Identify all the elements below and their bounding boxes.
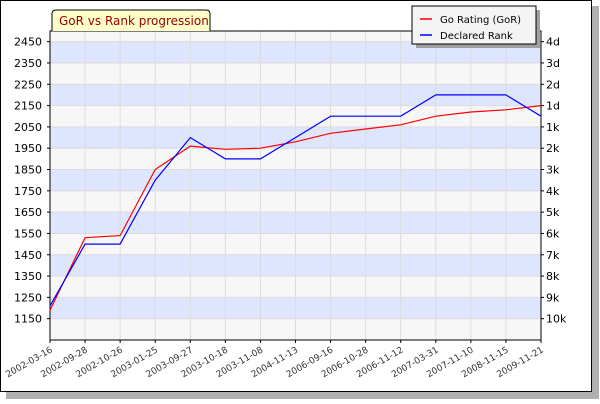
- y-right-tick-label: 2k: [546, 142, 560, 155]
- grid-lines: [49, 30, 542, 341]
- y-right-tick-label: 7k: [546, 249, 560, 262]
- y-left-tick-label: 2250: [14, 78, 42, 91]
- y-right-tick-label: 3k: [546, 164, 560, 177]
- y-left-tick-label: 2450: [14, 36, 42, 49]
- y-axis-left: 1150 1250 1350 1450 1550 1650 1750 1850 1950 2050…: [14, 36, 50, 326]
- title-tab-background: [51, 9, 211, 31]
- y-axis-right: 4d 3d 2d 1d 1k 2k 3k 4k 5k 6k 7k 8k 9k 10k: [541, 36, 567, 326]
- y-right-tick-label: 1k: [546, 121, 560, 134]
- chart-title: GoR vs Rank progression: [59, 14, 209, 28]
- y-right-tick-label: 10k: [546, 313, 567, 326]
- y-left-tick-label: 1450: [14, 249, 42, 262]
- chart-legend: Go Rating (GoR) Declared Rank: [411, 5, 540, 48]
- legend-label-rank: Declared Rank: [440, 31, 513, 42]
- y-left-tick-label: 1550: [14, 227, 42, 240]
- y-right-tick-label: 3d: [546, 57, 560, 70]
- y-left-tick-label: 1250: [14, 291, 42, 304]
- y-left-tick-label: 2150: [14, 100, 42, 113]
- y-right-tick-label: 9k: [546, 291, 560, 304]
- y-left-tick-label: 1350: [14, 270, 42, 283]
- border-shadow-right: [592, 6, 599, 396]
- y-right-tick-label: 4k: [546, 185, 560, 198]
- series-lines: [49, 94, 542, 311]
- border-shadow-bottom: [6, 392, 599, 399]
- y-right-tick-label: 5k: [546, 206, 560, 219]
- y-left-tick-label: 2350: [14, 57, 42, 70]
- chart-title-tab: GoR vs Rank progression: [51, 9, 211, 31]
- legend-box: [411, 5, 537, 45]
- y-right-tick-label: 8k: [546, 270, 560, 283]
- legend-label-gor: Go Rating (GoR): [440, 15, 521, 26]
- y-left-tick-label: 1950: [14, 142, 42, 155]
- y-left-tick-label: 2050: [14, 121, 42, 134]
- y-left-tick-label: 1150: [14, 313, 42, 326]
- gor-series-line: [49, 105, 542, 311]
- y-left-tick-label: 1750: [14, 185, 42, 198]
- y-left-tick-label: 1850: [14, 164, 42, 177]
- y-right-tick-label: 2d: [546, 78, 560, 91]
- y-left-tick-label: 1650: [14, 206, 42, 219]
- declared-rank-series-line: [49, 94, 542, 307]
- y-right-tick-label: 1d: [546, 100, 560, 113]
- y-right-tick-label: 6k: [546, 227, 560, 240]
- y-right-tick-label: 4d: [546, 36, 560, 49]
